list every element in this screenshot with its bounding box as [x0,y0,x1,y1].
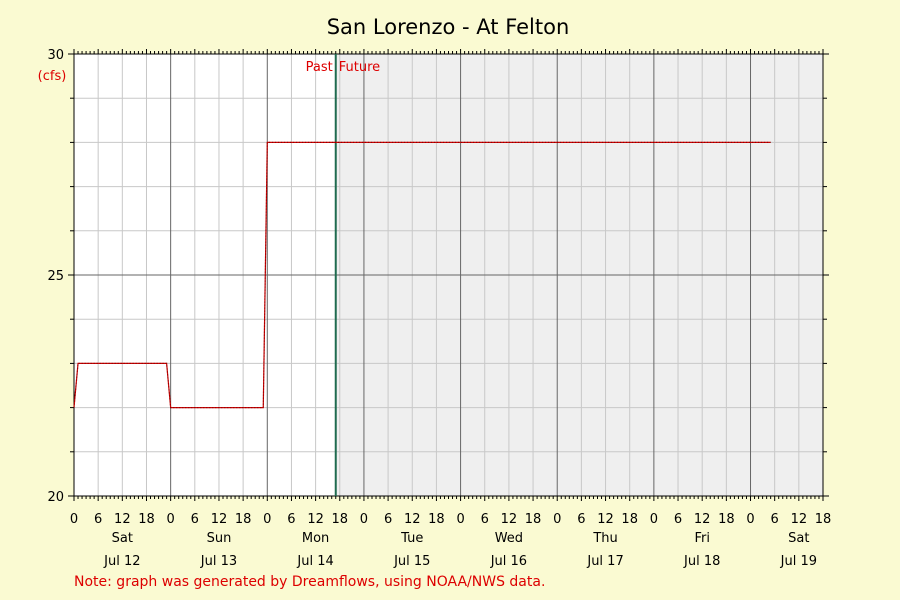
x-day-label: Wed [495,531,523,546]
x-hour-label: 0 [263,512,271,527]
x-hour-label: 6 [577,512,585,527]
x-hour-label: 18 [815,512,832,527]
x-day-label: Sat [112,531,133,546]
chart-title: San Lorenzo - At Felton [327,15,570,39]
x-hour-label: 6 [191,512,199,527]
x-hour-label: 6 [481,512,489,527]
future-label: Future [339,60,380,75]
past-label: Past [306,60,333,75]
x-day-label: Fri [694,531,710,546]
x-hour-label: 18 [621,512,638,527]
x-hour-label: 18 [235,512,252,527]
footnote: Note: graph was generated by Dreamflows,… [74,574,545,590]
x-date-label: Jul 18 [683,554,720,569]
y-tick-label: 25 [47,269,64,284]
x-hour-label: 6 [771,512,779,527]
x-hour-label: 12 [211,512,228,527]
x-day-label: Mon [302,531,329,546]
plot-frame [73,53,824,497]
x-hour-label: 18 [525,512,542,527]
x-hour-label: 0 [456,512,464,527]
x-hour-label: 12 [694,512,711,527]
x-hour-label: 18 [718,512,735,527]
x-date-label: Jul 16 [490,554,527,569]
x-hour-label: 0 [360,512,368,527]
plot-area: Past Future 20 25 30 0 6 12 18 0 6 12 18 0 6 12 18 0 6 12 18… [47,48,831,569]
x-day-label: Thu [592,531,617,546]
x-hour-label: 12 [501,512,518,527]
x-hour-label: 12 [791,512,808,527]
x-hour-label: 12 [307,512,324,527]
x-hour-label: 6 [674,512,682,527]
x-hour-label: 18 [428,512,445,527]
x-day-label: Tue [400,531,423,546]
x-day-label: Sun [207,531,232,546]
x-hour-label: 18 [138,512,155,527]
data-series-dots [73,141,771,409]
x-hour-label: 18 [332,512,349,527]
y-axis-unit-label: (cfs) [38,69,67,84]
x-hour-label: 6 [287,512,295,527]
x-date-label: Jul 12 [103,554,140,569]
x-hour-label: 0 [746,512,754,527]
x-hour-label: 12 [404,512,421,527]
x-hour-label: 0 [553,512,561,527]
x-hour-label: 12 [114,512,131,527]
x-date-label: Jul 14 [296,554,333,569]
x-day-label: Sat [788,531,809,546]
x-date-label: Jul 13 [200,554,237,569]
x-hour-label: 12 [597,512,614,527]
x-hour-label: 0 [70,512,78,527]
x-date-label: Jul 15 [393,554,430,569]
x-hour-label: 6 [94,512,102,527]
x-hour-label: 0 [167,512,175,527]
x-date-label: Jul 17 [586,554,623,569]
y-tick-label: 30 [47,48,64,63]
x-hour-label: 6 [384,512,392,527]
x-hour-label: 0 [650,512,658,527]
y-tick-label: 20 [47,490,64,505]
x-date-label: Jul 19 [780,554,817,569]
